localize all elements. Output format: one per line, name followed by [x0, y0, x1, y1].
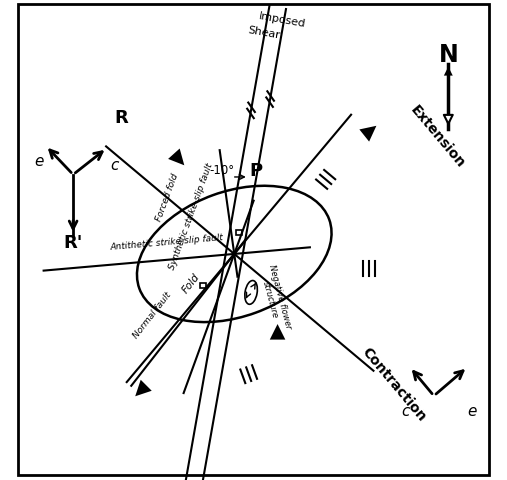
Text: Shear: Shear [246, 25, 280, 40]
Text: Antithetic strike-slip fault: Antithetic strike-slip fault [110, 233, 224, 252]
Text: e: e [467, 403, 477, 418]
Text: c: c [401, 403, 409, 418]
Text: N: N [439, 43, 458, 67]
Text: Synthetic strike-slip fault: Synthetic strike-slip fault [167, 162, 214, 270]
Text: Forced fold: Forced fold [154, 172, 180, 222]
Text: Extension: Extension [408, 103, 467, 171]
Text: -10°: -10° [210, 164, 235, 177]
Bar [200, 283, 206, 288]
Bar [236, 230, 242, 235]
Text: Normal fault: Normal fault [132, 289, 173, 339]
Text: Negative flower
structure: Negative flower structure [257, 263, 293, 332]
Text: R: R [115, 108, 128, 127]
Text: c: c [110, 158, 118, 173]
Text: P: P [249, 161, 263, 180]
Text: Fold: Fold [180, 272, 202, 295]
Text: R': R' [63, 233, 83, 252]
Text: Contraction: Contraction [359, 345, 429, 423]
Text: e: e [35, 153, 44, 168]
Text: Imposed: Imposed [259, 11, 307, 29]
